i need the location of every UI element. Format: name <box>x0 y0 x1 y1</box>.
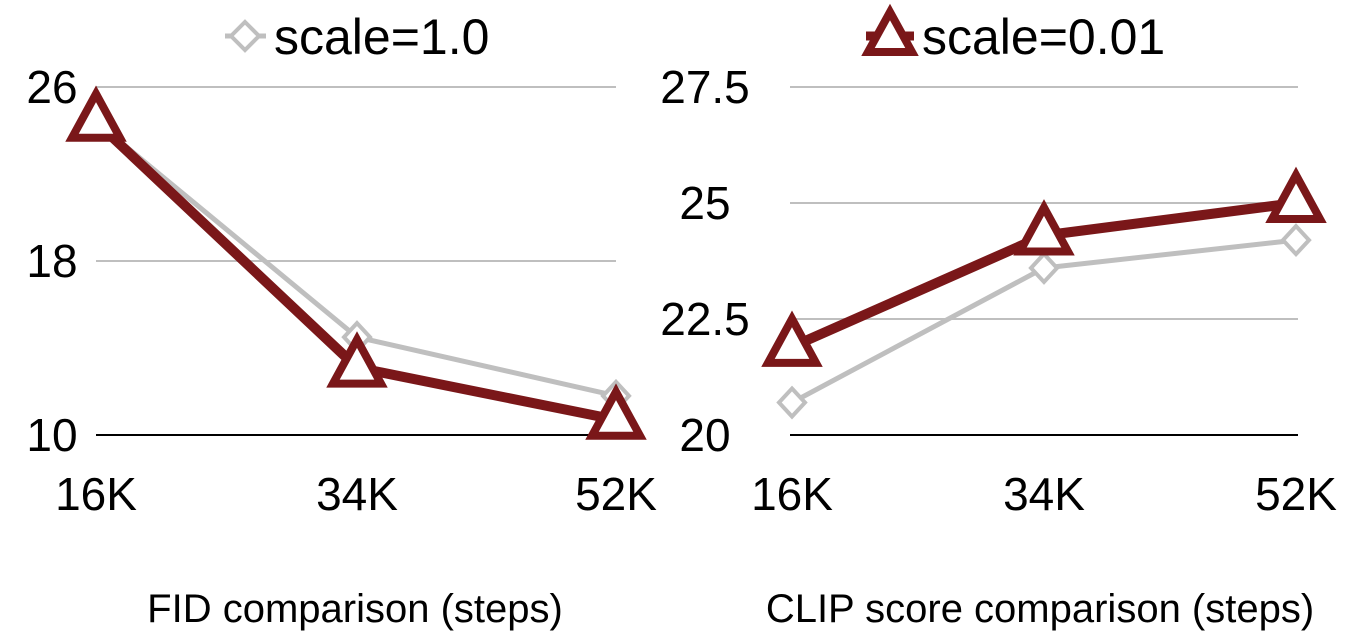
fid-x-axis-title: FID comparison (steps) <box>147 587 563 631</box>
fid-triangle-point <box>585 383 647 440</box>
fid-tick-labels: 10 18 26 16K 34K 52K <box>26 61 657 520</box>
legend-label-scale-001: scale=0.01 <box>922 9 1165 65</box>
clip-diamond-point <box>1280 223 1312 258</box>
fid-x-tick-label: 52K <box>575 468 657 520</box>
clip-tick-labels: 20 22.5 25 27.5 16K 34K 52K <box>660 61 1337 520</box>
fid-gridlines <box>96 86 616 436</box>
fid-y-tick-label: 10 <box>26 409 77 461</box>
fid-triangle-point <box>326 331 388 388</box>
clip-chart: 20 22.5 25 27.5 16K 34K 52K CLIP score compari… <box>660 61 1337 631</box>
fid-chart: 10 18 26 16K 34K 52K FID comparison (steps) <box>26 61 657 631</box>
clip-y-tick-label: 20 <box>679 409 730 461</box>
clip-diamond-point <box>776 385 808 420</box>
diamond-marker-icon <box>228 19 262 53</box>
fid-x-tick-label: 34K <box>316 468 398 520</box>
fid-triangle-point <box>65 85 127 142</box>
clip-y-tick-label: 27.5 <box>660 61 750 113</box>
fid-x-tick-label: 16K <box>55 468 137 520</box>
triangle-marker-icon <box>861 3 919 56</box>
clip-x-tick-label: 52K <box>1255 468 1337 520</box>
clip-x-tick-label: 16K <box>751 468 833 520</box>
legend-label-scale-1: scale=1.0 <box>274 9 489 65</box>
clip-y-tick-label: 25 <box>679 177 730 229</box>
clip-series <box>761 166 1327 420</box>
legend-item-scale-1: scale=1.0 <box>225 9 489 65</box>
legend-item-scale-001: scale=0.01 <box>861 3 1165 65</box>
fid-y-tick-label: 18 <box>26 235 77 287</box>
clip-diamond-point <box>1028 251 1060 285</box>
clip-x-tick-label: 34K <box>1003 468 1085 520</box>
legend: scale=1.0 scale=0.01 <box>225 3 1165 65</box>
clip-triangle-point <box>761 310 823 367</box>
fid-y-tick-label: 26 <box>26 61 77 113</box>
clip-x-axis-title: CLIP score comparison (steps) <box>766 587 1314 631</box>
clip-y-tick-label: 22.5 <box>660 293 750 345</box>
clip-triangle-point <box>1265 166 1327 223</box>
fid-series <box>65 85 647 440</box>
clip-triangle-point <box>1013 199 1075 256</box>
